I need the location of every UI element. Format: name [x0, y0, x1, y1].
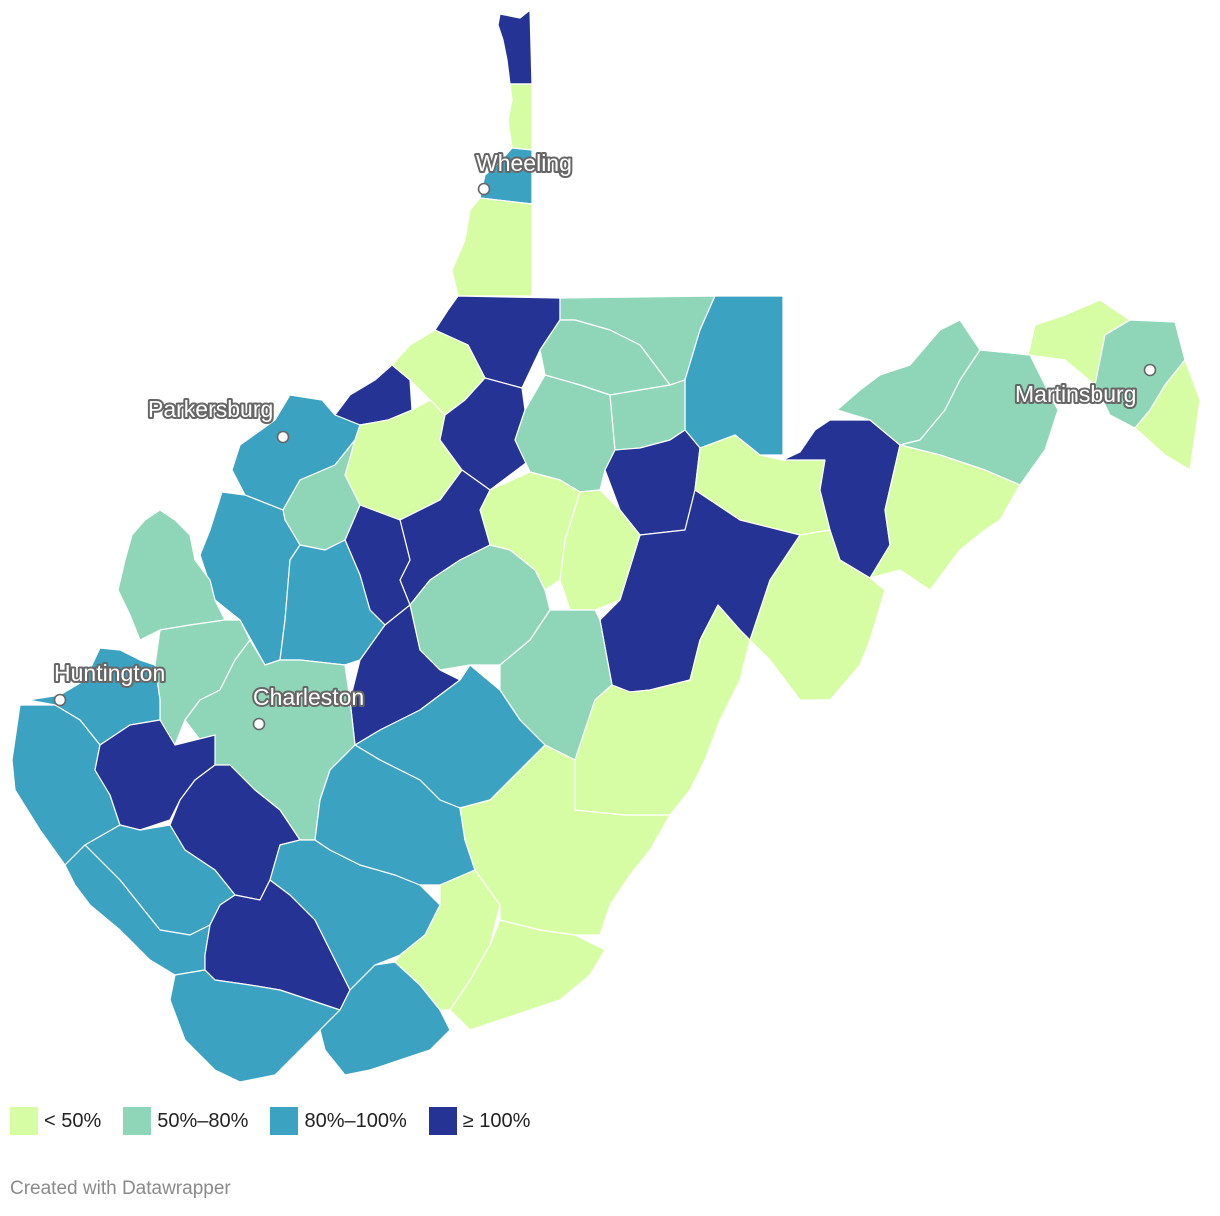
city-dot-charleston [252, 717, 266, 731]
city-dot-parkersburg [276, 430, 290, 444]
legend-label-lt50: < 50% [44, 1109, 102, 1132]
legend-label-gte100: ≥ 100% [462, 1109, 531, 1132]
legend-swatch-80to100 [270, 1107, 299, 1135]
city-label-charleston: Charleston [253, 684, 364, 710]
county-greenbrier[interactable] [459, 744, 671, 936]
city-label-martinsburg: Martinsburg [1015, 381, 1136, 407]
county-harrison[interactable] [514, 374, 616, 493]
legend-item-lt50: < 50% [10, 1107, 101, 1135]
county-braxton[interactable] [409, 544, 551, 671]
legend-label-80to100: 80%–100% [304, 1109, 407, 1132]
city-dot-martinsburg [1143, 363, 1157, 377]
datawrapper-credit[interactable]: Created with Datawrapper [10, 1178, 231, 1199]
county-jefferson[interactable] [1134, 359, 1201, 471]
city-dot-huntington [53, 693, 67, 707]
county-monroe[interactable] [449, 919, 606, 1031]
choropleth-map [11, 9, 1201, 1083]
legend-item-gte100: ≥ 100% [428, 1107, 531, 1135]
county-grant[interactable] [869, 444, 1021, 591]
city-label-huntington: Huntington [54, 660, 165, 686]
city-label-wheeling: Wheeling [476, 150, 572, 176]
county-mason[interactable] [117, 509, 226, 641]
county-marshall[interactable] [451, 197, 533, 297]
legend-swatch-lt50 [10, 1107, 38, 1135]
county-pocahontas[interactable] [574, 604, 751, 816]
legend-label-50to80: 50%–80% [157, 1109, 249, 1132]
city-dot-wheeling [477, 182, 491, 196]
city-labels-layer: Wheeling Parkersburg Huntington Charlest… [52, 148, 1157, 731]
legend-item-80to100: 80%–100% [270, 1107, 407, 1135]
legend-swatch-50to80 [123, 1107, 152, 1135]
legend-item-50to80: 50%–80% [123, 1107, 248, 1135]
legend-swatch-gte100 [428, 1107, 457, 1135]
legend: < 50% 50%–80% 80%–100% ≥ 100% [10, 1106, 552, 1136]
county-mercer[interactable] [319, 961, 451, 1076]
city-label-parkersburg: Parkersburg [148, 396, 273, 422]
